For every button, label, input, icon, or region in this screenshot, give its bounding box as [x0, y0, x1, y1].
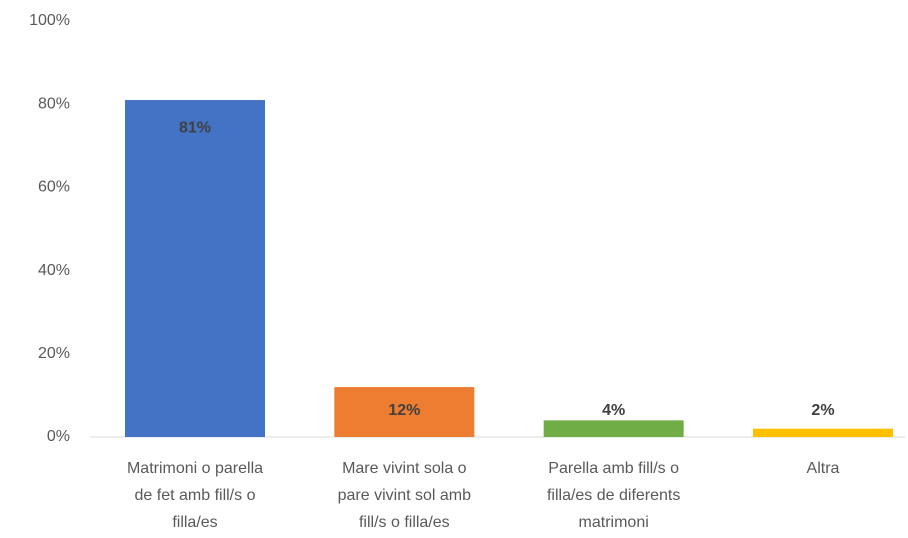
y-tick-label: 0% — [47, 428, 70, 445]
y-tick-label: 100% — [29, 12, 70, 29]
x-tick-line: Matrimoni o parella — [127, 460, 263, 477]
x-tick-line: filla/es — [172, 514, 217, 531]
value-label: 12% — [388, 402, 420, 419]
x-tick-line: Parella amb fill/s o — [548, 460, 679, 477]
x-tick-line: de fet amb fill/s o — [135, 487, 256, 504]
x-tick-label: Mare vivint sola o pare vivint sol amb fil… — [338, 460, 471, 531]
value-label: 2% — [811, 402, 834, 419]
x-tick-line: filla/es de diferents — [547, 487, 680, 504]
y-tick-label: 80% — [38, 95, 70, 112]
y-tick-label: 20% — [38, 345, 70, 362]
x-tick-line: fill/s o filla/es — [359, 514, 450, 531]
bar — [334, 387, 475, 437]
x-tick-label: Altra — [807, 460, 840, 477]
x-tick-line: pare vivint sol amb — [338, 487, 471, 504]
y-tick-label: 40% — [38, 262, 70, 279]
bar — [125, 100, 265, 437]
value-label: 81% — [179, 119, 211, 136]
x-tick-label: Parella amb fill/s o filla/es de diferent… — [547, 460, 680, 531]
y-tick-label: 60% — [38, 179, 70, 196]
x-tick-line: Altra — [807, 460, 840, 477]
value-label: 4% — [602, 402, 625, 419]
bar — [543, 420, 684, 437]
x-tick-line: Mare vivint sola o — [342, 460, 467, 477]
x-tick-label: Matrimoni o parella de fet amb fill/s o fi… — [127, 460, 263, 531]
x-tick-line: matrimoni — [579, 514, 649, 531]
bar — [752, 428, 893, 437]
